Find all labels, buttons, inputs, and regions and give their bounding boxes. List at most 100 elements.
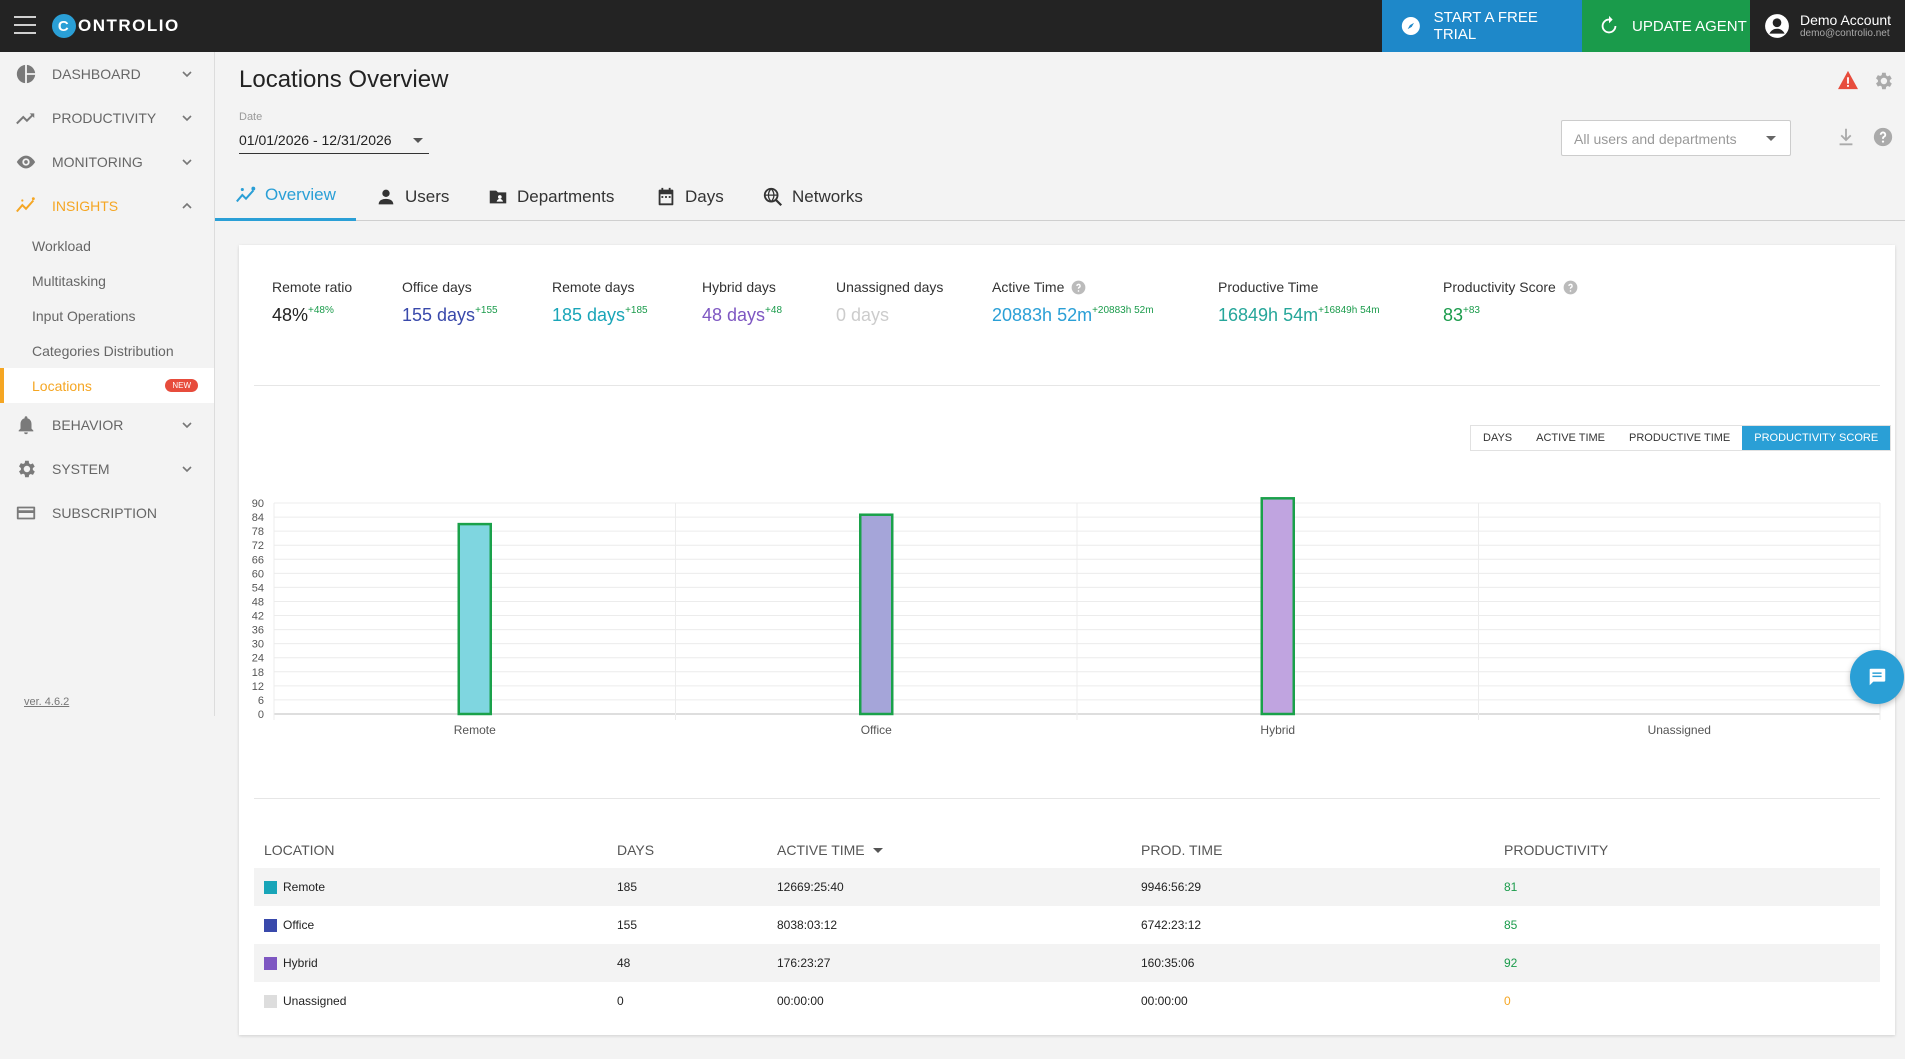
sidebar-subitem-locations[interactable]: Locations NEW: [0, 368, 214, 403]
x-axis-labels: Remote Office Hybrid Unassigned: [454, 723, 1711, 737]
col-productivity-header[interactable]: PRODUCTIVITY: [1504, 842, 1609, 858]
cell-prod-time: 160:35:06: [1141, 956, 1195, 970]
cell-productivity: 81: [1504, 880, 1518, 894]
page-title: Locations Overview: [239, 66, 449, 93]
stat-value: 0 days: [836, 305, 890, 325]
help-icon[interactable]: [1071, 280, 1086, 295]
sidebar-item-productivity[interactable]: PRODUCTIVITY: [0, 96, 214, 140]
tab-bar: Overview Users Departments Days Networks: [215, 172, 1905, 221]
chevron-down-icon: [182, 159, 192, 166]
y-tick-label: 48: [252, 596, 264, 608]
y-tick-label: 6: [258, 695, 264, 707]
tab-days[interactable]: Days: [635, 172, 744, 221]
sidebar-item-system[interactable]: SYSTEM: [0, 447, 214, 491]
cell-active-time: 8038:03:12: [777, 918, 838, 932]
sidebar-item-dashboard[interactable]: DASHBOARD: [0, 52, 214, 96]
y-tick-label: 24: [252, 653, 264, 665]
y-tick-label: 60: [252, 568, 264, 580]
sidebar-item-monitoring[interactable]: MONITORING: [0, 140, 214, 184]
y-tick-label: 0: [258, 709, 264, 721]
cell-location: Remote: [254, 880, 617, 894]
toggle-productive-time[interactable]: PRODUCTIVE TIME: [1629, 432, 1731, 444]
tab-networks[interactable]: Networks: [742, 172, 883, 221]
col-active-time-header[interactable]: ACTIVE TIME: [777, 842, 1141, 858]
bar-remote: [457, 522, 492, 716]
table-row[interactable]: Office 155 8038:03:12 6742:23:12 85: [254, 906, 1880, 944]
insights-icon: [236, 186, 256, 203]
color-swatch: [264, 918, 277, 932]
stat-value: 20883h 52m+20883h 52m: [992, 305, 1154, 325]
stat-value: 155 days+155: [402, 305, 498, 325]
refresh-icon: [1601, 15, 1617, 34]
cell-active-time: 12669:25:40: [777, 880, 844, 894]
y-tick-label: 78: [252, 526, 264, 538]
table-row[interactable]: Unassigned 0 00:00:00 00:00:00 0: [254, 982, 1880, 1020]
download-icon[interactable]: [1835, 126, 1857, 148]
stat-value: 83+83: [1443, 305, 1480, 325]
table-body: Remote 185 12669:25:40 9946:56:29 81 Office 15…: [254, 868, 1880, 1020]
toggle-productivity-score[interactable]: PRODUCTIVITY SCORE: [1742, 426, 1891, 450]
bell-icon: [18, 416, 34, 435]
chevron-down-icon: [182, 422, 192, 429]
compass-icon: [1401, 16, 1420, 36]
cell-location: Office: [254, 918, 617, 932]
stat-active-time: Active Time 20883h 52m+20883h 52m: [992, 279, 1154, 325]
sidebar-subitem-workload[interactable]: Workload: [32, 237, 91, 254]
menu-icon[interactable]: [14, 16, 36, 36]
person-icon: [378, 189, 394, 204]
account-email: demo@controlio.net: [1800, 28, 1890, 39]
sidebar-item-subscription[interactable]: SUBSCRIPTION: [0, 491, 214, 535]
cell-days: 155: [617, 918, 638, 932]
divider: [254, 798, 1880, 799]
table-header: LOCATION DAYS ACTIVE TIME PROD. TIME PRO…: [254, 832, 1880, 868]
users-departments-select[interactable]: All users and departments: [1561, 120, 1791, 156]
cell-productivity: 85: [1504, 918, 1518, 932]
y-tick-label: 66: [252, 554, 264, 566]
toggle-active-time[interactable]: ACTIVE TIME: [1536, 432, 1606, 444]
eye-icon: [16, 155, 36, 169]
chevron-down-icon: [182, 115, 192, 122]
sidebar-item-insights[interactable]: INSIGHTS: [0, 184, 214, 228]
cell-location: Unassigned: [254, 994, 617, 1008]
folder-person-icon: [489, 190, 507, 203]
stat-productivity-score: Productivity Score 83+83: [1443, 279, 1578, 326]
cell-productivity: 92: [1504, 956, 1518, 970]
chat-button[interactable]: [1850, 650, 1904, 704]
sidebar-subitem-input-operations[interactable]: Input Operations: [32, 307, 136, 324]
col-prod-time-header[interactable]: PROD. TIME: [1141, 842, 1223, 858]
bar-hybrid: [1260, 497, 1295, 716]
toggle-days[interactable]: DAYS: [1483, 432, 1513, 444]
help-icon[interactable]: [1563, 280, 1578, 295]
start-trial-button[interactable]: START A FREE TRIAL: [1382, 0, 1582, 52]
table-row[interactable]: Hybrid 48 176:23:27 160:35:06 92: [254, 944, 1880, 982]
help-icon[interactable]: [1872, 126, 1894, 148]
col-location-header[interactable]: LOCATION: [264, 842, 335, 858]
y-tick-label: 12: [252, 681, 264, 693]
stat-value: 48 days+48: [702, 305, 783, 325]
user-avatar-icon: [1765, 14, 1789, 38]
bar-office: [859, 513, 894, 716]
cell-days: 185: [617, 880, 638, 894]
update-agent-button[interactable]: UPDATE AGENT: [1582, 0, 1750, 52]
calendar-icon: [658, 187, 674, 205]
sidebar-subitem-multitasking[interactable]: Multitasking: [32, 272, 106, 289]
account-menu[interactable]: Demo Account demo@controlio.net: [1750, 0, 1905, 52]
caret-down-icon: [1766, 136, 1776, 141]
divider: [254, 385, 1880, 386]
tab-users[interactable]: Users: [355, 172, 469, 221]
table-row[interactable]: Remote 185 12669:25:40 9946:56:29 81: [254, 868, 1880, 906]
date-range-picker[interactable]: 01/01/2026 - 12/31/2026: [239, 128, 429, 154]
chevron-up-icon: [182, 202, 192, 209]
cell-prod-time: 00:00:00: [1141, 994, 1188, 1008]
col-days-header[interactable]: DAYS: [617, 842, 655, 858]
tab-overview[interactable]: Overview: [215, 172, 356, 221]
version-link[interactable]: ver. 4.6.2: [24, 696, 70, 708]
sidebar-subitem-categories-distribution[interactable]: Categories Distribution: [32, 342, 174, 359]
settings-gear-icon[interactable]: [1872, 70, 1894, 92]
warning-icon[interactable]: [1837, 70, 1859, 90]
sidebar-item-behavior[interactable]: BEHAVIOR: [0, 403, 214, 447]
location-name: Office: [283, 918, 315, 932]
logo[interactable]: C ONTROLIO: [52, 13, 180, 39]
cell-prod-time: 6742:23:12: [1141, 918, 1202, 932]
tab-departments[interactable]: Departments: [467, 172, 634, 221]
